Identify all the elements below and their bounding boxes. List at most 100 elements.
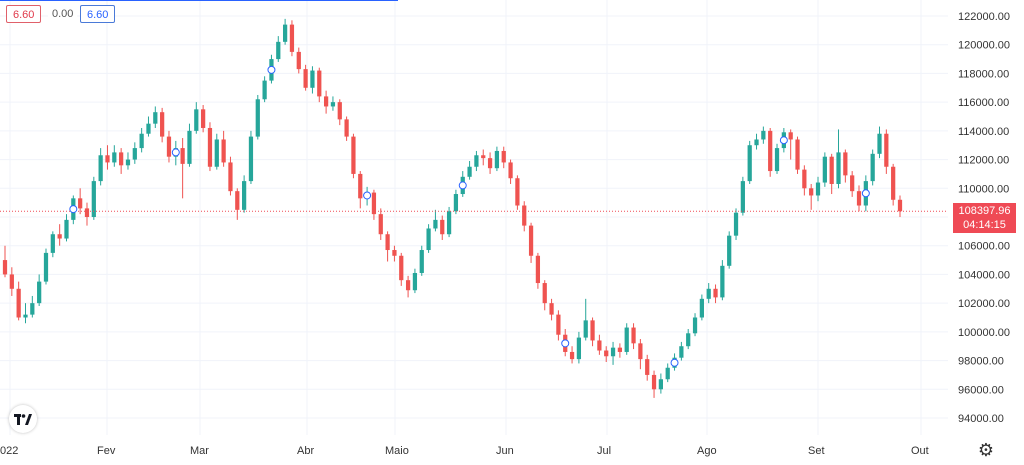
candle-body [617, 347, 623, 352]
candle-body [645, 359, 650, 375]
event-marker[interactable] [458, 181, 467, 190]
candle-body [733, 212, 739, 236]
x-tick-label: Out [911, 445, 929, 457]
candle-body [262, 80, 267, 100]
candle-body [112, 152, 117, 163]
candle [706, 283, 711, 304]
grid-lines [0, 0, 948, 435]
candle [98, 148, 103, 186]
indicator-value-zero: 0.00 [48, 5, 78, 23]
candle [419, 245, 424, 276]
candle [64, 214, 69, 242]
candle [788, 129, 793, 160]
candle-body [494, 150, 500, 169]
candle [494, 146, 500, 172]
x-tick-label: Jun [496, 445, 514, 457]
candle [187, 123, 192, 167]
candle [843, 149, 848, 183]
event-markers [69, 65, 870, 367]
candle-body [453, 194, 459, 212]
event-marker[interactable] [779, 136, 788, 145]
tradingview-logo-icon[interactable] [9, 405, 37, 433]
candle-body [802, 169, 807, 189]
candle [809, 183, 814, 210]
candle [146, 116, 151, 137]
candle-body [405, 280, 411, 291]
last-price-value: 108397.96 [958, 205, 1011, 217]
candle-body [856, 191, 862, 206]
candle [836, 129, 841, 189]
candle-body [242, 181, 247, 210]
candle [440, 215, 445, 240]
candle [405, 275, 411, 298]
candle [604, 346, 609, 363]
candle [474, 150, 479, 172]
candle [221, 130, 226, 167]
candle-body [289, 24, 295, 52]
candle-body [515, 178, 520, 206]
candle [740, 176, 745, 216]
candle-body [604, 350, 609, 357]
candle [501, 146, 506, 169]
candle [597, 334, 602, 355]
candle [802, 165, 807, 196]
candle-body [50, 234, 55, 253]
event-marker[interactable] [561, 339, 570, 348]
candle-body [542, 283, 547, 304]
candle-body [446, 211, 452, 235]
y-tick-label: 94000.00 [958, 413, 1004, 425]
candle [262, 76, 267, 103]
time-axis[interactable]: 022 Fev Mar Abr Maio Jun Jul Ago Set Out [0, 445, 929, 457]
candle-body [166, 136, 172, 157]
candle [378, 208, 383, 240]
candle-body [358, 173, 363, 199]
candle [467, 161, 472, 180]
candle [235, 188, 240, 220]
candle-body [569, 351, 575, 360]
candle-body [850, 175, 855, 192]
candle [645, 354, 650, 381]
candle-body [30, 303, 35, 315]
candle [870, 149, 875, 186]
candle [9, 267, 14, 296]
candle-body [419, 250, 424, 273]
candle-body [556, 314, 561, 335]
candle-body [467, 166, 472, 177]
candle [747, 140, 752, 184]
candle-body [187, 130, 192, 164]
candle [699, 294, 704, 321]
event-marker[interactable] [267, 65, 276, 74]
event-marker[interactable] [670, 358, 679, 367]
candle [180, 138, 185, 199]
x-tick-label: Ago [697, 445, 717, 457]
candle-body [692, 317, 698, 334]
candle-body [378, 214, 383, 235]
candle [16, 281, 21, 321]
x-tick-label: Abr [297, 445, 314, 457]
candle-body [214, 139, 219, 167]
candle [576, 331, 582, 364]
candle [351, 133, 356, 179]
candle-body [481, 155, 486, 159]
candle-body [221, 139, 226, 163]
candle [84, 202, 90, 226]
candle [207, 122, 213, 172]
event-marker[interactable] [363, 191, 372, 200]
candle [829, 153, 834, 195]
candle [426, 224, 431, 253]
candle-body [897, 199, 903, 212]
event-marker[interactable] [171, 148, 180, 157]
candle [658, 373, 663, 394]
candle-body [296, 51, 301, 70]
candle-body [884, 133, 889, 167]
event-marker[interactable] [861, 189, 870, 198]
price-axis[interactable]: 122000.00 120000.00 118000.00 116000.00 1140… [958, 11, 1010, 425]
gear-icon[interactable]: ⚙ [977, 440, 995, 460]
candle-body [351, 136, 356, 174]
candle [105, 145, 110, 170]
candle-body [426, 228, 431, 251]
candle [112, 145, 117, 167]
candle [481, 149, 486, 166]
event-marker[interactable] [69, 205, 78, 214]
